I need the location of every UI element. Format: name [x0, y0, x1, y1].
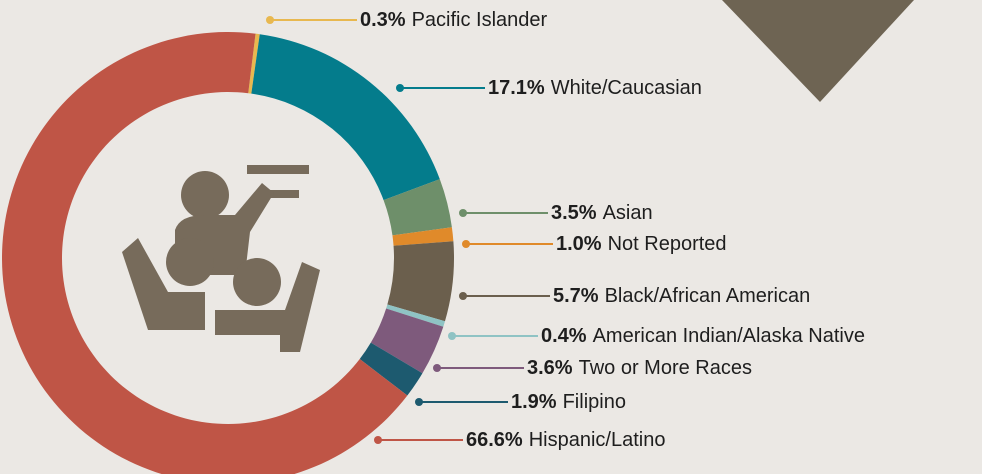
- leader-dot: [266, 16, 274, 24]
- value-label: 1.9%: [511, 391, 557, 413]
- category-label: Two or More Races: [579, 357, 752, 379]
- donut-segment: [2, 32, 408, 474]
- category-label: American Indian/Alaska Native: [593, 325, 865, 347]
- donut-segment: [386, 304, 445, 327]
- donut-segment: [383, 179, 452, 236]
- category-label: Black/African American: [605, 285, 811, 307]
- leader-dot: [374, 436, 382, 444]
- donut-segment: [387, 241, 455, 322]
- donut-segment: [359, 342, 423, 396]
- data-label: 1.0% Not Reported: [556, 233, 727, 255]
- leader-dot: [459, 292, 467, 300]
- leader-dot: [448, 332, 456, 340]
- value-label: 0.3%: [360, 9, 406, 31]
- value-label: 3.5%: [551, 202, 597, 224]
- leader-dot: [415, 398, 423, 406]
- arm: [215, 262, 320, 352]
- donut-segment: [248, 33, 260, 94]
- category-label: Filipino: [563, 391, 626, 413]
- value-label: 3.6%: [527, 357, 573, 379]
- teacher-icon: [122, 165, 320, 352]
- data-label: 3.6% Two or More Races: [527, 357, 752, 379]
- data-label: 0.4% American Indian/Alaska Native: [541, 325, 865, 347]
- donut-segment: [370, 308, 444, 374]
- category-label: Asian: [603, 202, 653, 224]
- value-label: 5.7%: [553, 285, 599, 307]
- value-label: 66.6%: [466, 429, 523, 451]
- head: [166, 238, 214, 286]
- category-label: Hispanic/Latino: [529, 429, 666, 451]
- value-label: 17.1%: [488, 77, 545, 99]
- donut-segment: [251, 34, 440, 201]
- leader-dot: [396, 84, 404, 92]
- board-line: [247, 165, 309, 174]
- value-label: 1.0%: [556, 233, 602, 255]
- data-label: 1.9% Filipino: [511, 391, 626, 413]
- board-line: [267, 190, 299, 198]
- leader-dot: [433, 364, 441, 372]
- data-label: 0.3% Pacific Islander: [360, 9, 548, 31]
- leader-dot: [462, 240, 470, 248]
- category-label: Not Reported: [608, 233, 727, 255]
- decor-triangle: [722, 0, 914, 102]
- head: [233, 258, 281, 306]
- value-label: 0.4%: [541, 325, 587, 347]
- data-label: 66.6% Hispanic/Latino: [466, 429, 665, 451]
- arm: [122, 238, 205, 330]
- data-label: 5.7% Black/African American: [553, 285, 810, 307]
- category-label: White/Caucasian: [551, 77, 702, 99]
- data-label: 17.1% White/Caucasian: [488, 77, 702, 99]
- category-label: Pacific Islander: [412, 9, 548, 31]
- data-label: 3.5% Asian: [551, 202, 653, 224]
- leader-dot: [459, 209, 467, 217]
- donut-segment: [392, 227, 454, 246]
- head: [181, 171, 229, 219]
